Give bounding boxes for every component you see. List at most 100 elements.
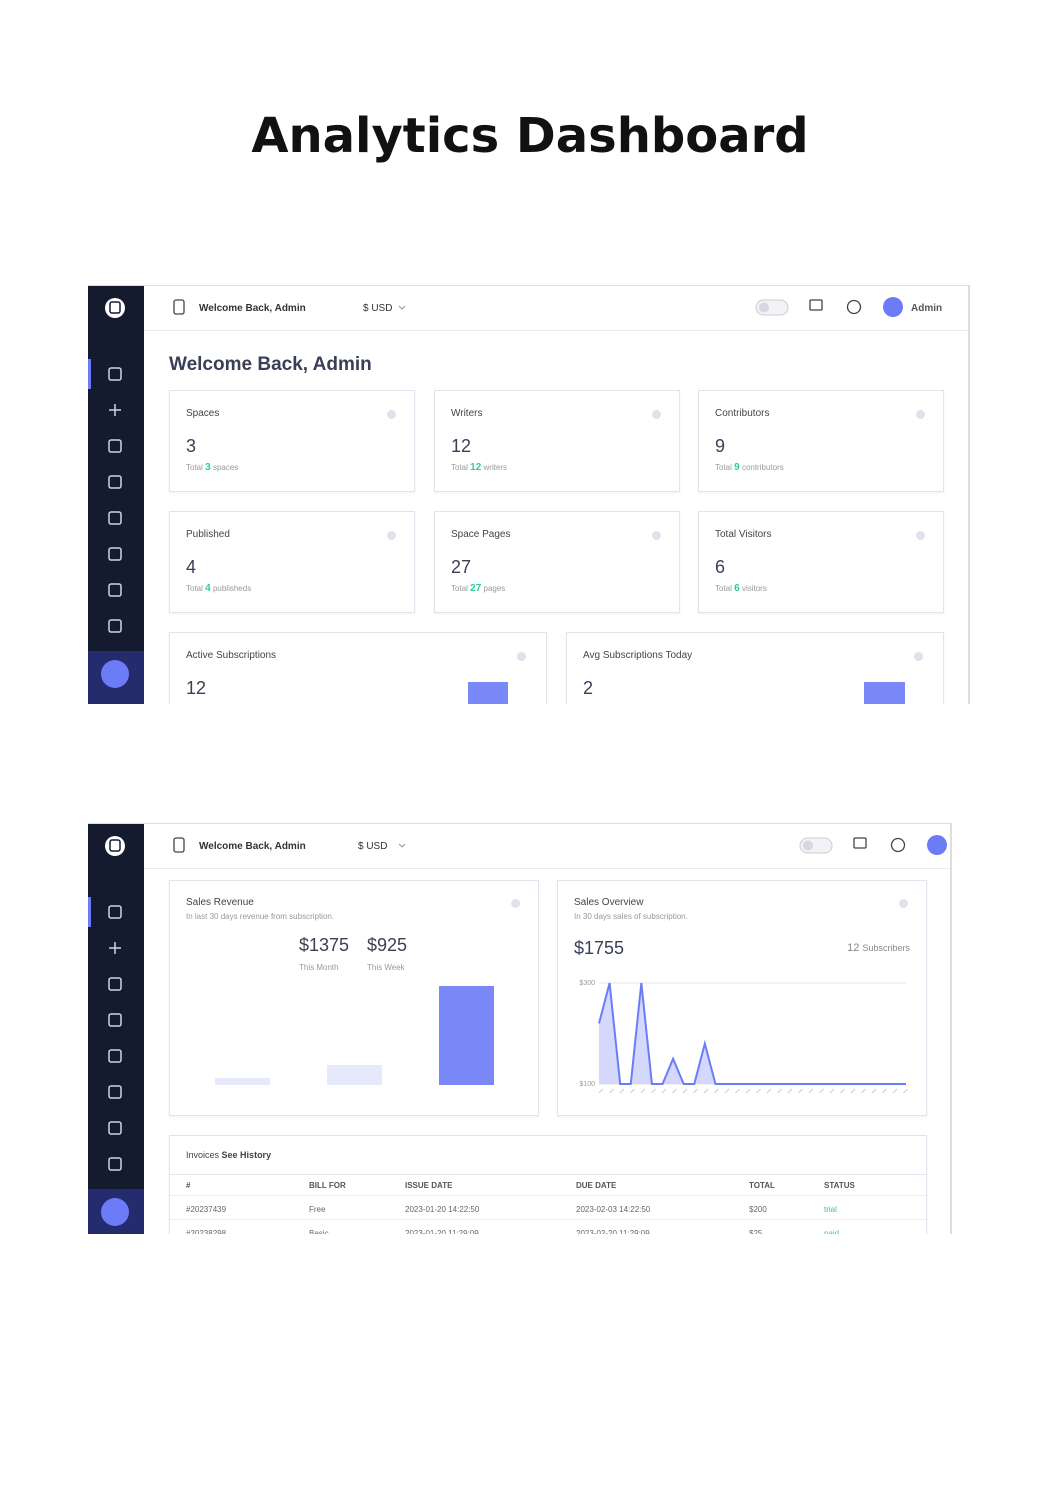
total-number: 9 — [734, 462, 740, 473]
nav-icon[interactable] — [108, 439, 122, 453]
stat-total: Total 9 contributors — [715, 462, 784, 473]
user-avatar[interactable] — [883, 297, 903, 317]
subscriber-label: Subscribers — [862, 943, 910, 953]
profile-avatar[interactable] — [101, 1198, 129, 1226]
stat-value: 27 — [451, 557, 472, 577]
currency-select[interactable]: $ USD — [363, 303, 393, 314]
x-tick-stub — [798, 1088, 803, 1094]
nav-icon[interactable] — [108, 475, 122, 489]
x-tick-stub — [808, 1088, 814, 1094]
x-tick-stub — [693, 1088, 698, 1094]
sidebar-icons — [88, 836, 144, 1234]
total-unit: pages — [483, 584, 506, 593]
nav-icon[interactable] — [108, 1157, 122, 1171]
x-tick-stub — [903, 1088, 908, 1094]
info-dot — [387, 531, 396, 540]
row-divider — [170, 1219, 926, 1220]
total-word: Total — [715, 463, 732, 472]
figure-value: $1375 — [299, 935, 350, 955]
sales-revenue-card: Sales Revenue In last 30 days revenue fro… — [169, 880, 539, 1116]
x-tick-stub — [724, 1088, 730, 1094]
table-cell: Free — [309, 1205, 326, 1214]
info-dot — [914, 652, 923, 661]
welcome-heading: Welcome Back, Admin — [169, 354, 372, 375]
x-tick-stub — [630, 1088, 635, 1094]
nav-icon[interactable] — [108, 511, 122, 525]
column-header: BILL FOR — [309, 1181, 346, 1190]
table-cell: paid — [824, 1229, 840, 1234]
figure-label: This Month — [299, 963, 339, 972]
screenshot: Welcome Back, Admin$ USDAdminSales Reven… — [88, 823, 952, 1234]
device-icon — [173, 299, 185, 315]
table-cell: Basic — [309, 1229, 329, 1234]
nav-icon[interactable] — [108, 367, 122, 381]
subscription-label: Active Subscriptions — [186, 650, 277, 661]
overview-total: $1755 — [574, 938, 625, 958]
stat-card: Spaces 3 Total 3 spaces — [169, 390, 415, 492]
column-header: ISSUE DATE — [405, 1181, 453, 1190]
column-header: # — [186, 1181, 191, 1190]
logo — [105, 836, 125, 856]
user-name[interactable]: Admin — [911, 303, 943, 314]
nav-icon[interactable] — [108, 583, 122, 597]
nav-icon[interactable] — [108, 905, 122, 919]
logo-inner — [109, 301, 121, 314]
user-avatar[interactable] — [927, 835, 947, 855]
invoices-card: Invoices See History # BILL FOR ISSUE DATE D… — [169, 1135, 927, 1234]
stat-card: Writers 12 Total 12 writers — [434, 390, 680, 492]
info-dot — [517, 652, 526, 661]
welcome-text: Welcome Back, Admin — [199, 303, 306, 314]
nav-icon[interactable] — [108, 1085, 122, 1099]
x-tick-stub — [651, 1088, 656, 1094]
stat-value: 12 — [451, 436, 472, 456]
monitor-icon[interactable] — [809, 299, 823, 311]
x-tick-stub — [682, 1088, 688, 1094]
x-tick-stub — [787, 1088, 793, 1094]
x-tick-stub — [598, 1088, 604, 1094]
total-number: 27 — [470, 583, 482, 594]
active-indicator — [88, 897, 91, 927]
nav-icon[interactable] — [109, 942, 121, 954]
x-tick-stub — [882, 1088, 887, 1094]
table-cell: $200 — [749, 1205, 767, 1214]
nav-icon[interactable] — [108, 1013, 122, 1027]
stat-value: 9 — [715, 436, 726, 456]
stat-value: 6 — [715, 557, 726, 577]
logo-inner — [109, 839, 121, 852]
globe-icon[interactable] — [846, 299, 862, 315]
nav-icon[interactable] — [108, 977, 122, 991]
welcome-text: Welcome Back, Admin — [199, 841, 306, 852]
sidebar-icons — [88, 298, 144, 704]
stat-label: Published — [186, 529, 230, 540]
nav-icon[interactable] — [108, 1121, 122, 1135]
nav-icon[interactable] — [108, 547, 122, 561]
subscription-value: 2 — [583, 678, 594, 698]
nav-icon[interactable] — [108, 619, 122, 633]
monitor-icon[interactable] — [853, 837, 867, 849]
table-cell: 2023-02-20 11:29:09 — [576, 1229, 650, 1234]
nav-icon[interactable] — [108, 1049, 122, 1063]
total-word: Total — [186, 584, 203, 593]
globe-icon[interactable] — [890, 837, 906, 853]
logo — [105, 298, 125, 318]
column-header: TOTAL — [749, 1181, 775, 1190]
total-number: 12 — [470, 462, 482, 473]
currency-select[interactable]: $ USD — [358, 841, 388, 852]
profile-avatar[interactable] — [101, 660, 129, 688]
see-history-link[interactable]: See History — [221, 1150, 272, 1160]
stat-total: Total 12 writers — [451, 462, 507, 473]
mini-bar — [468, 682, 508, 704]
table-cell: #20237439 — [186, 1205, 227, 1214]
stat-label: Total Visitors — [715, 529, 772, 540]
total-unit: contributors — [741, 463, 784, 472]
toggle-knob — [803, 840, 813, 851]
x-tick-stub — [850, 1088, 856, 1094]
info-dot — [916, 531, 925, 540]
nav-icon[interactable] — [109, 404, 121, 416]
card-subtitle: In 30 days sales of subscription. — [574, 912, 688, 921]
table-cell: 2023-01-20 14:22:50 — [405, 1205, 480, 1214]
x-tick-stub — [619, 1088, 625, 1094]
stat-total: Total 6 visitors — [715, 583, 767, 594]
subscription-value: 12 — [186, 678, 207, 698]
